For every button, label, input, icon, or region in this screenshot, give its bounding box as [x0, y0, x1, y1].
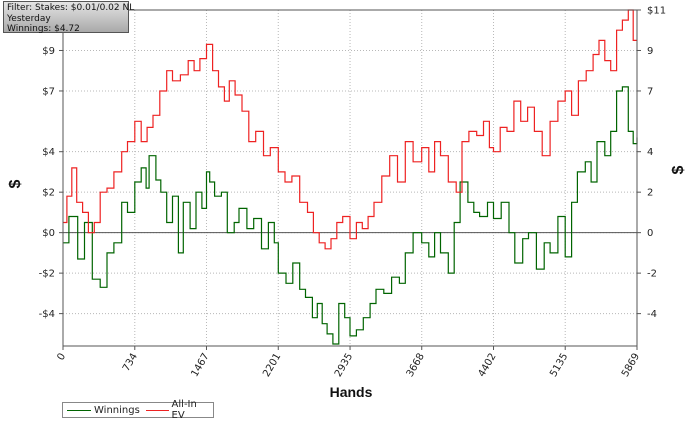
y2-tick-label: -4 — [647, 309, 657, 320]
y-tick-label: $7 — [42, 86, 55, 97]
filter-info-box: Filter: Stakes: $0.01/0.02 NL Yesterday … — [3, 1, 135, 34]
y-tick-label: $4 — [42, 147, 55, 158]
period-text: Yesterday — [7, 13, 51, 24]
legend-label-winnings: Winnings — [94, 404, 140, 416]
y2-tick-label: 0 — [647, 228, 653, 239]
y-tick-label: -$4 — [39, 309, 55, 320]
legend: Winnings All-In EV — [62, 399, 214, 421]
series-line-allin-ev — [63, 9, 637, 250]
legend-swatch-winnings — [67, 409, 91, 411]
x-tick-label: 3668 — [405, 352, 427, 380]
legend-item-allin-ev: All-In EV — [145, 399, 211, 421]
legend-label-allin-ev: All-In EV — [171, 399, 197, 421]
legend-item-winnings: Winnings — [67, 405, 140, 416]
y2-tick-label: $11 — [647, 6, 666, 17]
filter-text: Filter: Stakes: $0.01/0.02 NL — [7, 3, 135, 13]
y-tick-label: -$2 — [39, 269, 55, 280]
x-tick-label: 5869 — [620, 352, 642, 380]
y2-tick-label: 7 — [647, 86, 653, 97]
legend-swatch-allin-ev — [145, 409, 169, 411]
y-tick-label: $0 — [42, 228, 55, 239]
x-tick-label: 734 — [121, 352, 140, 374]
y2-axis-label: $ — [670, 165, 687, 174]
x-tick-label: 0 — [55, 352, 68, 363]
x-tick-label: 4402 — [476, 351, 498, 379]
y2-tick-label: -2 — [647, 269, 657, 280]
x-tick-label: 2201 — [261, 352, 283, 380]
series-line-winnings — [63, 86, 638, 345]
x-axis-label: Hands — [330, 384, 373, 400]
y2-tick-label: 4 — [647, 147, 653, 158]
series-layer — [63, 9, 638, 345]
x-tick-label: 1467 — [189, 352, 211, 380]
grid — [59, 9, 641, 350]
x-tick-label: 5135 — [548, 352, 570, 380]
plot-frame — [62, 9, 638, 347]
y-axis-label: $ — [7, 179, 24, 188]
y2-tick-label: 2 — [647, 188, 653, 199]
x-tick-label: 2935 — [333, 352, 355, 380]
y-tick-label: $9 — [42, 46, 55, 57]
y2-tick-label: 9 — [647, 46, 653, 57]
y-tick-label: $2 — [42, 188, 55, 199]
winnings-summary-text: Winnings: $4.72 — [7, 24, 80, 34]
